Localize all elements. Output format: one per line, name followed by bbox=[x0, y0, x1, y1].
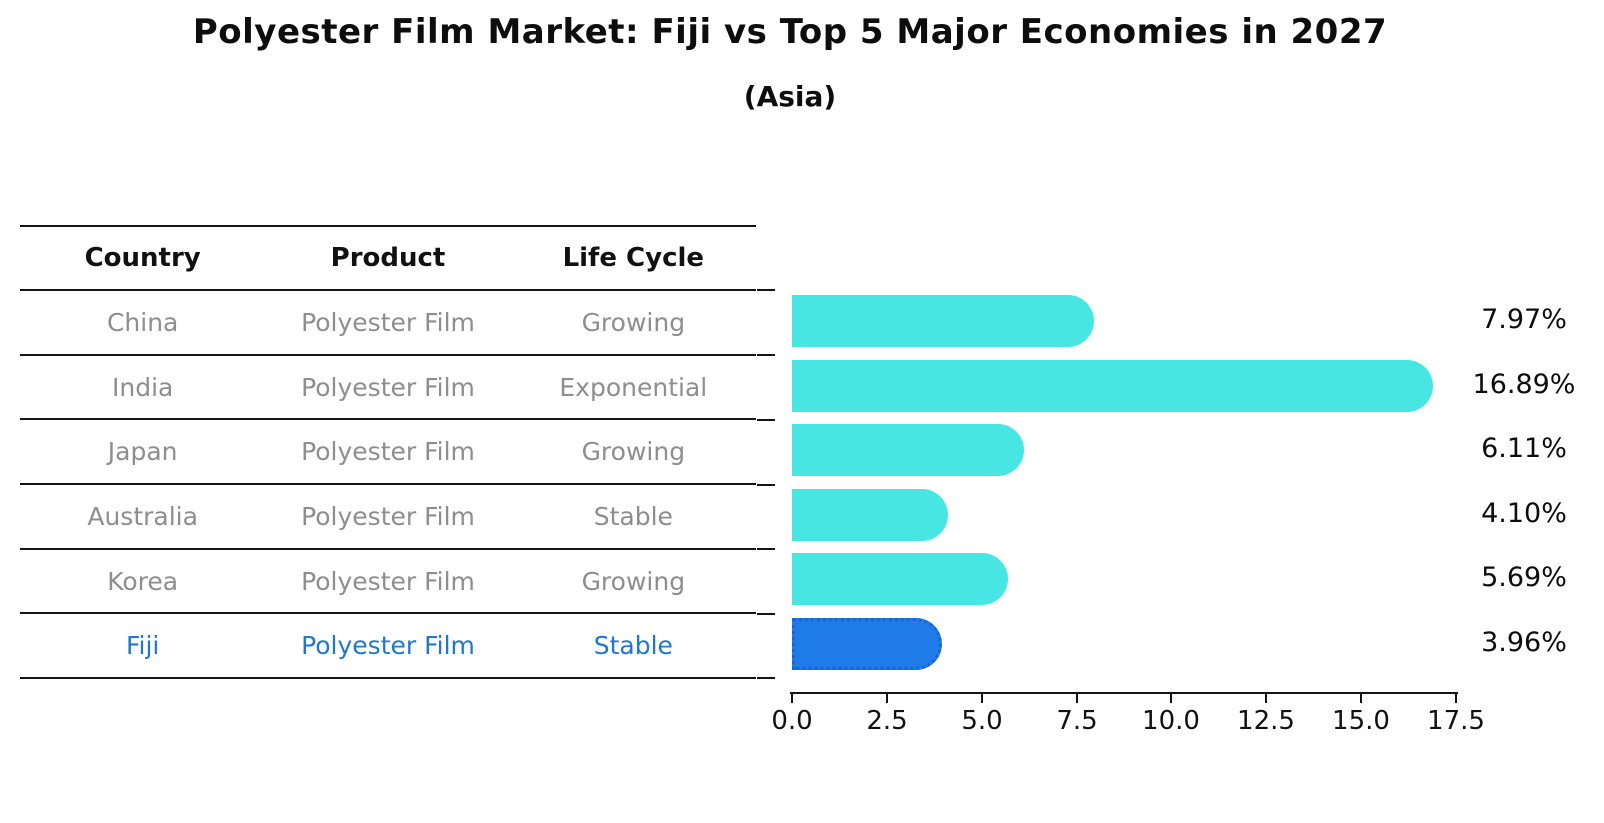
chart-subtitle: (Asia) bbox=[743, 80, 837, 113]
cell-product: Polyester Film bbox=[301, 372, 475, 402]
x-tick-label: 17.5 bbox=[1427, 706, 1485, 736]
x-axis-tick bbox=[1170, 694, 1172, 703]
cell-country: China bbox=[106, 307, 179, 337]
bar-korea bbox=[792, 553, 1008, 605]
cell-product: Polyester Film bbox=[301, 501, 475, 531]
cell-life-cycle: Growing bbox=[581, 307, 686, 337]
x-tick-label: 15.0 bbox=[1332, 706, 1390, 736]
table-row-china: China Polyester Film Growing bbox=[20, 289, 756, 354]
x-axis-tick bbox=[1265, 694, 1267, 703]
x-tick-label: 7.5 bbox=[1056, 706, 1098, 736]
bar-india bbox=[792, 360, 1433, 412]
cell-country: Fiji bbox=[125, 631, 160, 661]
y-axis-tick bbox=[757, 677, 775, 679]
bar-value-label-fiji: 3.96% bbox=[1481, 627, 1567, 658]
x-axis-line bbox=[790, 692, 1458, 694]
cell-product: Polyester Film bbox=[301, 566, 475, 596]
bar-plot: 0.0 2.5 5.0 7.5 10.0 12.5 15.0 17.5 bbox=[757, 225, 1485, 736]
x-axis-tick bbox=[791, 694, 793, 703]
chart-title: Polyester Film Market: Fiji vs Top 5 Maj… bbox=[192, 12, 1388, 52]
cell-life-cycle: Growing bbox=[581, 437, 686, 467]
table-row-korea: Korea Polyester Film Growing bbox=[20, 547, 756, 613]
header-life-cycle: Life Cycle bbox=[562, 243, 705, 273]
cell-product: Polyester Film bbox=[301, 307, 475, 337]
y-axis-tick bbox=[757, 419, 775, 421]
cell-country: Australia bbox=[87, 501, 198, 531]
table-row-australia: Australia Polyester Film Stable bbox=[20, 483, 756, 548]
x-axis-tick bbox=[886, 694, 888, 703]
y-axis-tick bbox=[757, 613, 775, 615]
cell-life-cycle: Stable bbox=[593, 501, 673, 531]
table-row-japan: Japan Polyester Film Growing bbox=[20, 418, 756, 483]
bar-australia bbox=[792, 489, 948, 541]
y-axis-tick bbox=[757, 289, 775, 291]
x-tick-label: 10.0 bbox=[1142, 706, 1200, 736]
x-axis-tick bbox=[1076, 694, 1078, 703]
x-tick-label: 2.5 bbox=[866, 706, 908, 736]
bar-value-label-japan: 6.11% bbox=[1481, 433, 1567, 464]
country-table: Country Product Life Cycle China Polyest… bbox=[20, 225, 756, 680]
cell-life-cycle: Stable bbox=[593, 631, 673, 661]
x-axis-tick bbox=[1455, 694, 1457, 703]
table-row-india: India Polyester Film Exponential bbox=[20, 353, 756, 419]
bar-japan bbox=[792, 424, 1024, 476]
cell-country: India bbox=[111, 372, 174, 402]
cell-life-cycle: Exponential bbox=[559, 372, 708, 402]
bar-fiji bbox=[792, 618, 943, 670]
bar-value-label-australia: 4.10% bbox=[1481, 498, 1567, 529]
bar-value-label-india: 16.89% bbox=[1472, 369, 1576, 400]
y-axis-tick bbox=[757, 548, 775, 550]
x-tick-label: 12.5 bbox=[1237, 706, 1295, 736]
cell-country: Japan bbox=[107, 437, 178, 467]
x-axis-tick bbox=[981, 694, 983, 703]
header-country: Country bbox=[84, 243, 201, 273]
bar-value-label-korea: 5.69% bbox=[1481, 562, 1567, 593]
y-axis-tick bbox=[757, 484, 775, 486]
y-axis-tick bbox=[757, 354, 775, 356]
cell-product: Polyester Film bbox=[301, 437, 475, 467]
x-tick-label: 5.0 bbox=[961, 706, 1003, 736]
bar-china bbox=[792, 295, 1095, 347]
table-header-row: Country Product Life Cycle bbox=[20, 225, 756, 289]
table-row-fiji: Fiji Polyester Film Stable bbox=[20, 612, 756, 677]
cell-country: Korea bbox=[107, 566, 179, 596]
cell-product: Polyester Film bbox=[301, 631, 475, 661]
x-axis-tick bbox=[1360, 694, 1362, 703]
cell-life-cycle: Growing bbox=[581, 566, 686, 596]
header-product: Product bbox=[330, 243, 446, 273]
x-tick-label: 0.0 bbox=[771, 706, 813, 736]
bar-value-label-china: 7.97% bbox=[1481, 304, 1567, 335]
